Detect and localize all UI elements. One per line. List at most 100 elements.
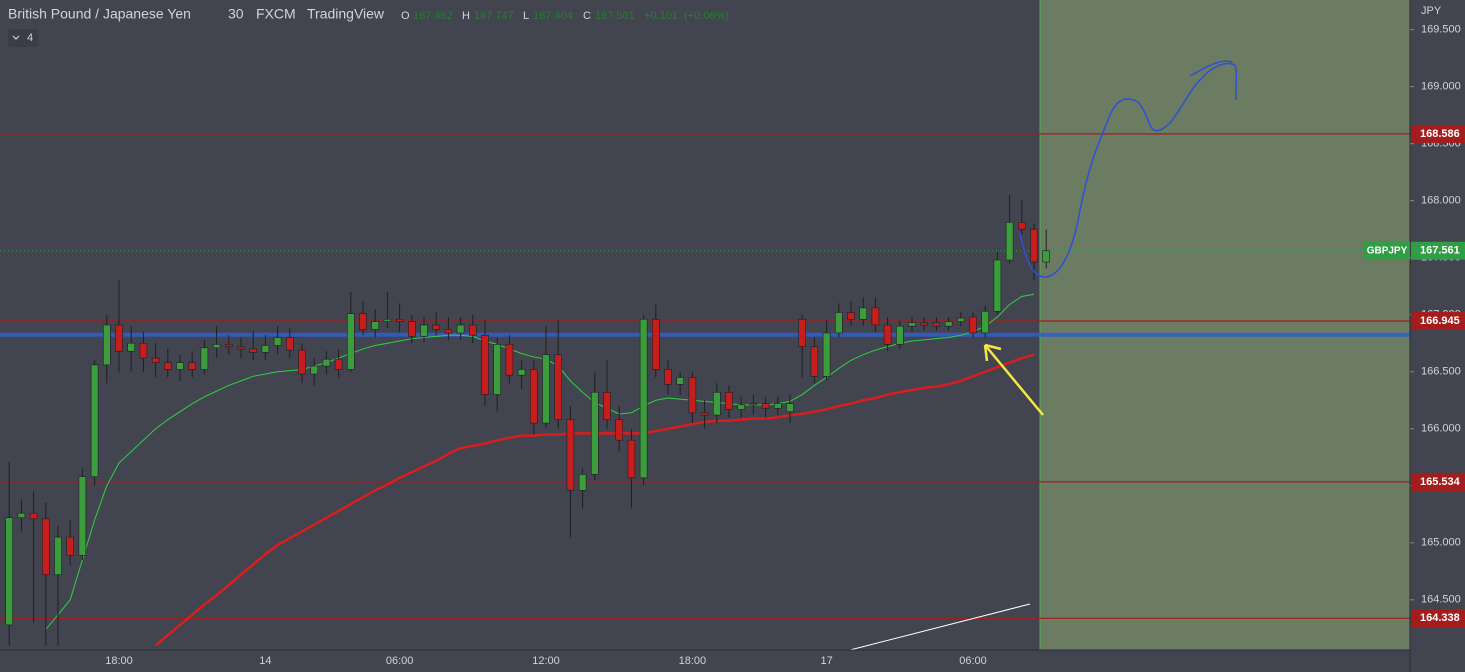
x-tick-label: 12:00 — [532, 655, 560, 667]
candle-body — [529, 369, 538, 424]
indicator-toggle[interactable] — [8, 29, 38, 47]
x-tick-label: 06:00 — [386, 655, 414, 667]
candle-body — [725, 391, 733, 410]
candle-body — [310, 365, 319, 375]
y-tick-label: 166.500 — [1421, 366, 1461, 378]
candle-body — [688, 377, 697, 414]
candle-body — [261, 345, 270, 353]
candle-body — [761, 403, 770, 409]
candle-body — [859, 307, 868, 320]
candle-body — [786, 403, 794, 412]
plot — [0, 133, 1410, 647]
x-tick-label: 14 — [259, 655, 271, 667]
candle-body — [493, 344, 502, 395]
candle-body — [395, 318, 404, 322]
change-pct: (+0.06%) — [684, 10, 729, 22]
candle-body — [29, 512, 38, 520]
price-axis — [1410, 0, 1465, 672]
candle-body — [993, 259, 1002, 312]
candle-body — [432, 324, 441, 330]
price-label: 167.561 — [1420, 245, 1460, 257]
candle-body — [249, 348, 257, 353]
interval: 30 — [228, 6, 244, 22]
candle-body — [468, 324, 477, 336]
candle-body — [17, 512, 26, 519]
candle-body — [834, 312, 843, 334]
candle-body — [920, 322, 929, 326]
candle-body — [651, 318, 660, 370]
candle-body — [127, 342, 135, 352]
y-tick-label: 165.000 — [1421, 537, 1461, 549]
candle-body — [505, 344, 514, 376]
candle-body — [66, 536, 74, 556]
projection-zone — [1040, 0, 1410, 650]
candle-body — [749, 403, 758, 406]
candle-body — [164, 362, 172, 370]
candle-body — [90, 364, 99, 477]
candle-body — [176, 362, 184, 370]
candle-body — [103, 324, 111, 366]
candle-body — [481, 334, 489, 395]
candle-body — [285, 337, 294, 351]
candle-body — [908, 322, 916, 327]
candle-body — [773, 403, 782, 409]
candle-body — [676, 377, 685, 385]
candle-body — [810, 346, 819, 377]
candle-body — [895, 325, 904, 345]
level-label: 164.338 — [1420, 612, 1460, 624]
y-tick-label: 169.000 — [1421, 81, 1461, 93]
arrow-drawing — [983, 343, 1044, 416]
candle-body — [273, 337, 282, 346]
candle-body — [322, 358, 331, 367]
ohlc-value: 167.404 — [533, 10, 573, 22]
candle-body — [737, 404, 746, 410]
candle-body — [566, 419, 575, 491]
candle-body — [590, 391, 599, 475]
ohlc-value: 167.462 — [413, 10, 453, 22]
trend-line — [849, 603, 1031, 651]
y-tick-label: 168.000 — [1421, 195, 1461, 207]
symbol-tag — [1364, 241, 1410, 260]
candle-body — [188, 362, 196, 370]
y-tick-label: 164.500 — [1421, 594, 1461, 606]
candle-body — [151, 357, 160, 363]
candle-body — [200, 347, 209, 370]
candle-body — [944, 321, 953, 327]
ohlc-label: C — [583, 10, 591, 22]
candle-body — [603, 391, 611, 420]
x-tick-label: 17 — [820, 655, 832, 667]
platform: TradingView — [307, 6, 385, 22]
candle-body — [627, 439, 636, 479]
candle-body — [664, 369, 672, 385]
candle-body — [554, 354, 563, 420]
level-label: 166.945 — [1420, 315, 1460, 327]
candle-body — [700, 412, 709, 416]
candle-body — [54, 536, 62, 576]
candle-body — [298, 349, 306, 375]
ohlc-value: 167.561 — [595, 10, 635, 22]
candle-body — [371, 321, 380, 330]
candle-body — [456, 324, 465, 334]
symbol-label: GBPJPY — [1367, 245, 1408, 256]
source: FXCM — [256, 6, 296, 22]
x-tick-label: 18:00 — [105, 655, 133, 667]
chevron-icon — [12, 35, 20, 40]
candle-body — [822, 332, 831, 377]
level-label: 165.534 — [1420, 476, 1461, 488]
level-tag — [1411, 124, 1465, 143]
candle-body — [225, 344, 233, 347]
candle-body — [115, 324, 123, 352]
axis-layer: 164.500165.000165.500166.000166.500167.0… — [105, 24, 1465, 667]
candle-body — [517, 369, 526, 376]
level-tag — [1411, 472, 1465, 491]
x-tick-label: 06:00 — [959, 655, 987, 667]
candle-body — [639, 318, 648, 479]
candle-body — [798, 318, 807, 347]
y-tick-label: 169.500 — [1421, 24, 1461, 36]
candle-body — [407, 321, 416, 337]
level-tag — [1411, 312, 1465, 331]
moving-average — [45, 293, 1035, 630]
candle-body — [41, 518, 50, 576]
candle-body — [847, 312, 855, 320]
